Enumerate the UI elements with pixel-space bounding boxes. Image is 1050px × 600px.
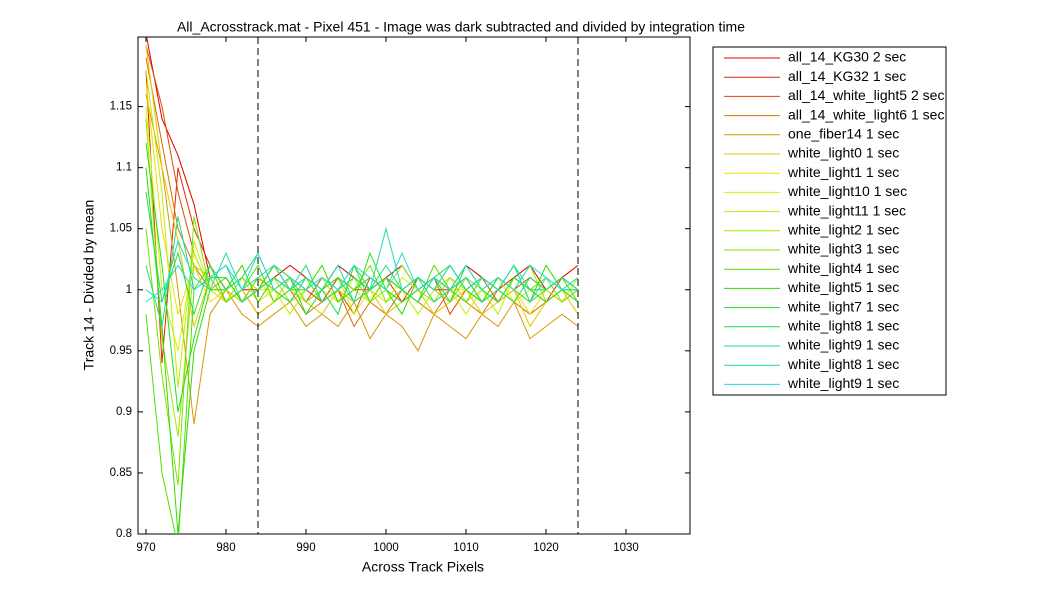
legend-box [712,46,947,396]
legend-label: white_light4 1 sec [787,260,899,276]
y-axis-label: Track 14 - Divided by mean [81,200,97,371]
x-tick-label: 1000 [373,542,399,554]
legend-label: white_light2 1 sec [787,222,899,238]
x-tick-label: 1030 [613,542,639,554]
x-axis-label: Across Track Pixels [362,559,484,575]
legend-label: white_light3 1 sec [787,241,899,257]
y-tick-label: 1.15 [110,101,132,113]
legend-label: white_light7 1 sec [787,298,899,314]
legend-label: all_14_white_light5 2 sec [788,87,944,103]
y-tick-label: 0.8 [116,528,132,540]
legend-label: all_14_KG30 2 sec [788,49,906,65]
y-tick-label: 1.1 [116,162,132,174]
legend-label: white_light9 1 sec [787,337,899,353]
y-tick-label: 1 [126,284,132,296]
series-line [145,192,579,316]
series-line [145,251,578,303]
x-tick-label: 980 [216,542,235,554]
legend-label: white_light8 1 sec [787,356,899,372]
y-tick-label: 0.85 [110,467,132,479]
axes: 970 980 990 1000 1010 1020 1030 0.8 0.85 0.9 0.95 1… [110,37,690,554]
y-tick-label: 1.05 [110,223,132,235]
series-line [145,94,579,425]
y-tick-label: 0.95 [110,345,132,357]
legend-label: white_light10 1 sec [787,183,907,199]
legend: all_14_KG30 2 sec all_14_KG32 1 sec all_14… [724,49,944,391]
legend-label: white_light8 1 sec [787,318,899,334]
y-tick-label: 0.9 [116,406,132,418]
x-tick-label: 970 [136,542,155,554]
lines [145,37,579,534]
legend-label: white_light1 1 sec [787,164,899,180]
legend-label: all_14_KG32 1 sec [788,68,906,84]
legend-label: all_14_white_light6 1 sec [788,106,944,122]
x-tick-label: 990 [296,542,315,554]
x-tick-label: 1020 [533,542,559,554]
x-tick-label: 1010 [453,542,479,554]
legend-label: white_light0 1 sec [787,145,899,161]
legend-label: white_light5 1 sec [787,279,899,295]
legend-label: white_light11 1 sec [787,202,906,218]
chart-title: All_Acrosstrack.mat - Pixel 451 - Image … [177,19,745,35]
legend-label: white_light9 1 sec [787,375,899,391]
legend-label: one_fiber14 1 sec [788,126,899,142]
